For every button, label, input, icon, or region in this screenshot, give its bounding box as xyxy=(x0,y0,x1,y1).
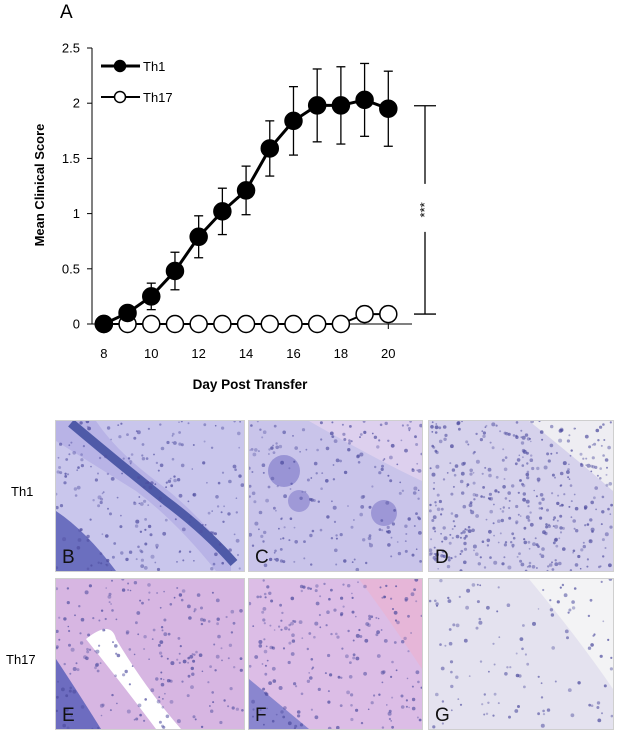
x-tick-label: 16 xyxy=(286,346,300,361)
y-axis-label: Mean Clinical Score xyxy=(32,124,47,247)
histology-texture xyxy=(249,579,422,729)
histology-texture xyxy=(429,421,613,571)
data-point-th1 xyxy=(260,139,280,158)
x-tick-label: 8 xyxy=(100,346,107,361)
x-tick-label: 14 xyxy=(239,346,253,361)
y-tick-label: 2.5 xyxy=(62,41,80,56)
data-point-th17 xyxy=(189,314,208,334)
histology-image-d: D xyxy=(428,420,614,572)
row-label-th17: Th17 xyxy=(6,652,36,667)
panel-a-letter: A xyxy=(60,2,73,23)
row-label-th1: Th1 xyxy=(11,484,34,499)
histology-image-f: F xyxy=(248,578,423,730)
chart-plot-area: *** xyxy=(94,62,436,334)
histology-image-e: E xyxy=(55,578,245,730)
x-tick-label: 12 xyxy=(191,346,205,361)
data-point-th1 xyxy=(331,96,351,115)
panel-letter-d: D xyxy=(435,547,449,568)
legend-marker xyxy=(113,90,127,104)
data-point-th1 xyxy=(94,314,114,334)
data-point-th17 xyxy=(165,314,185,334)
y-tick-label: 2 xyxy=(73,96,80,111)
x-tick-label: 10 xyxy=(144,346,158,361)
histology-image-c: C xyxy=(248,420,423,572)
histology-image-b: B xyxy=(55,420,245,572)
panel-letter-f: F xyxy=(255,705,267,726)
series-th1 xyxy=(94,62,398,334)
panel-letter-b: B xyxy=(62,547,75,568)
data-point-th1 xyxy=(379,99,398,118)
data-point-th1 xyxy=(236,181,256,200)
panel-letter-e: E xyxy=(62,705,75,726)
data-point-th1 xyxy=(189,227,208,247)
panel-letter-g: G xyxy=(435,705,450,726)
data-point-th17 xyxy=(331,314,351,334)
y-tick-label: 1.5 xyxy=(62,151,80,166)
x-axis-label: Day Post Transfer xyxy=(193,377,309,392)
x-tick-label: 20 xyxy=(381,346,395,361)
y-tick-label: 1 xyxy=(73,206,80,221)
histology-image-g: G xyxy=(428,578,614,730)
data-point-th17 xyxy=(236,314,256,334)
clinical-score-chart: 0 0.5 1 1.5 2 2.5 8 10 12 14 16 18 20 *** Th1 Th17 Da… xyxy=(32,41,436,392)
data-point-th17 xyxy=(142,314,161,334)
data-point-th1 xyxy=(165,261,185,281)
series-th17 xyxy=(94,304,398,334)
legend-label: Th1 xyxy=(143,59,165,74)
histology-texture xyxy=(429,579,613,729)
data-point-th17 xyxy=(307,314,327,334)
x-tick-label: 18 xyxy=(334,346,348,361)
histology-texture xyxy=(56,579,244,729)
data-point-th17 xyxy=(213,314,232,334)
histology-texture xyxy=(56,421,244,571)
histology-texture xyxy=(249,421,422,571)
data-point-th1 xyxy=(284,111,303,131)
significance-bracket: *** xyxy=(414,105,436,315)
panel-letter-c: C xyxy=(255,547,269,568)
significance-label: *** xyxy=(417,202,432,217)
data-point-th1 xyxy=(142,287,161,306)
data-point-th17 xyxy=(379,304,398,324)
data-point-th17 xyxy=(284,314,303,334)
data-point-th1 xyxy=(355,90,374,110)
legend-label: Th17 xyxy=(143,90,173,105)
data-point-th17 xyxy=(260,314,280,334)
y-tick-label: 0 xyxy=(73,317,80,332)
chart-legend: Th1 Th17 xyxy=(101,59,173,105)
data-point-th17 xyxy=(355,304,374,324)
y-tick-label: 0.5 xyxy=(62,261,80,276)
data-point-th1 xyxy=(307,96,327,115)
data-point-th1 xyxy=(213,202,232,221)
data-point-th1 xyxy=(118,303,137,323)
legend-marker xyxy=(113,59,127,73)
